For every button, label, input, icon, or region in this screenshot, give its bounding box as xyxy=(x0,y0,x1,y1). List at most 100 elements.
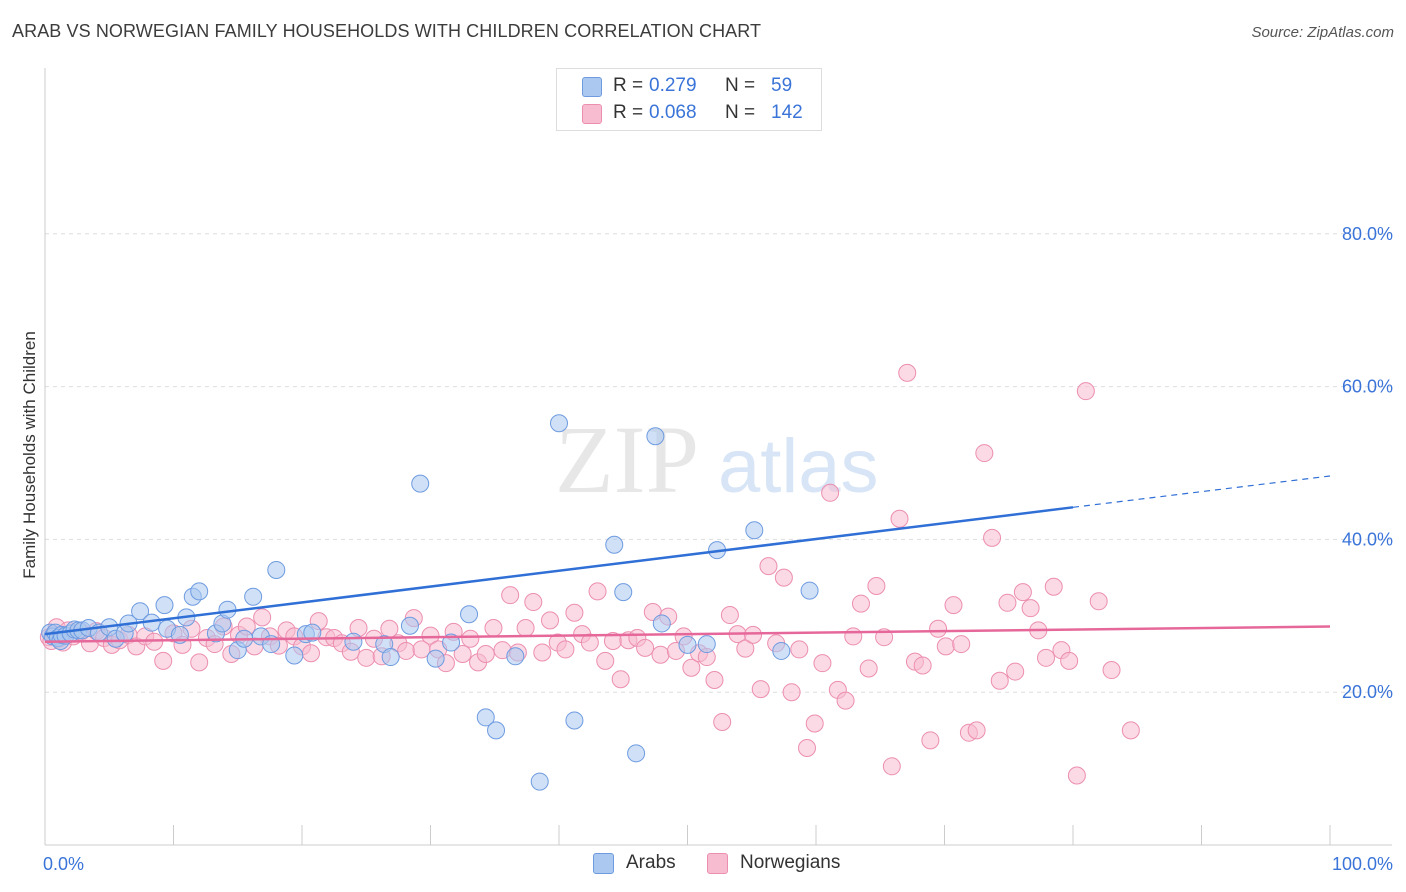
correlation-legend: R = 0.279 N = 59 R = 0.068 N = 142 xyxy=(556,68,822,131)
y-tick-label: 60.0% xyxy=(1342,377,1393,397)
arabs-point xyxy=(800,581,819,600)
watermark-zip: ZIP xyxy=(555,406,699,513)
arabs-point xyxy=(506,647,525,666)
norwegians-point xyxy=(1102,661,1121,680)
r-label: R = xyxy=(613,102,644,123)
norwegians-point xyxy=(1021,599,1040,618)
norwegians-point xyxy=(253,608,272,627)
norwegians-point xyxy=(805,714,824,733)
norwegians-point xyxy=(682,658,701,677)
norwegians-point xyxy=(397,641,416,660)
norwegians-point xyxy=(476,645,495,663)
norwegians-point xyxy=(190,653,209,672)
norwegians-point xyxy=(1067,766,1086,785)
norwegians-point xyxy=(484,619,503,638)
norwegians-point xyxy=(720,606,739,625)
norwegians-point xyxy=(651,645,670,664)
norwegians-point xyxy=(713,712,732,731)
gridlines xyxy=(45,233,1392,693)
norwegians-point xyxy=(580,633,599,652)
arabs-point xyxy=(303,623,322,642)
norwegians-point xyxy=(736,639,755,658)
norwegians-point xyxy=(836,691,855,710)
arabs-point xyxy=(652,614,671,633)
norwegians-point xyxy=(744,625,763,644)
norwegians-point xyxy=(611,670,630,689)
arabs-point xyxy=(565,711,584,730)
norwegians-point xyxy=(936,637,955,656)
y-tick-label: 80.0% xyxy=(1342,224,1393,244)
arabs-point xyxy=(411,474,430,493)
x-tick-label: 100.0% xyxy=(1332,854,1393,874)
norwegians-legend-swatch xyxy=(707,853,728,874)
arabs-point xyxy=(131,602,150,621)
arabs-point xyxy=(476,708,495,727)
arabs-point xyxy=(400,616,419,635)
norwegians-point xyxy=(301,644,320,663)
norwegians-trend-line xyxy=(44,625,1331,644)
norwegians-point xyxy=(380,619,399,638)
n-label: N = xyxy=(725,75,756,96)
norwegians-point xyxy=(882,757,901,776)
norwegians-point xyxy=(636,638,655,657)
y-tick-label: 40.0% xyxy=(1342,529,1393,549)
axes xyxy=(44,68,1392,846)
norwegians-point xyxy=(844,627,863,646)
n-value: 142 xyxy=(771,102,803,123)
norwegians-point xyxy=(533,643,552,662)
norwegians-point xyxy=(790,640,809,659)
norwegians-point xyxy=(867,577,886,596)
x-tick-label: 0.0% xyxy=(43,854,84,874)
norwegians-point xyxy=(501,586,520,605)
norwegians-point xyxy=(1060,651,1079,670)
arabs-point xyxy=(627,744,646,763)
arabs-point xyxy=(697,635,716,654)
norwegians-point xyxy=(774,568,793,587)
arabs-point xyxy=(614,583,633,602)
norwegians-point xyxy=(1089,592,1108,611)
norwegians-point xyxy=(759,557,778,576)
arabs-legend-label: Arabs xyxy=(626,852,676,873)
norwegians-point xyxy=(516,619,535,638)
norwegians-point xyxy=(461,629,480,648)
norwegians-point xyxy=(913,656,932,675)
arabs-point xyxy=(426,649,445,668)
norwegians-point xyxy=(952,635,971,654)
arabs-trend-line xyxy=(44,506,1074,636)
arabs-trend-extension xyxy=(1072,475,1331,508)
n-label: N = xyxy=(725,102,756,123)
norwegians-point xyxy=(1013,583,1032,602)
y-tick-labels: 20.0% 40.0% 60.0% 80.0% xyxy=(1342,224,1393,702)
r-value: 0.068 xyxy=(649,102,697,123)
norwegians-legend-label: Norwegians xyxy=(740,852,841,873)
y-axis-label: Family Households with Children xyxy=(20,331,39,579)
arabs-point xyxy=(550,414,568,433)
norwegians-point xyxy=(565,603,584,622)
arabs-point xyxy=(530,772,549,791)
norwegians-point xyxy=(967,721,986,740)
source-label: Source: ZipAtlas.com xyxy=(1251,24,1394,41)
r-value: 0.279 xyxy=(649,75,697,96)
norwegians-point xyxy=(798,738,817,757)
arabs-point xyxy=(487,721,506,740)
arabs-point xyxy=(344,632,363,651)
norwegians-point xyxy=(1044,577,1063,596)
norwegians-point xyxy=(859,659,878,678)
arabs-point xyxy=(678,635,697,654)
arabs-point xyxy=(460,605,479,624)
chart-title: ARAB VS NORWEGIAN FAMILY HOUSEHOLDS WITH… xyxy=(12,21,762,41)
arabs-point xyxy=(745,521,764,540)
norwegians-point xyxy=(890,509,909,528)
arabs-point xyxy=(244,587,263,606)
norwegians-point xyxy=(596,651,615,670)
norwegians-swatch xyxy=(582,104,602,124)
r-label: R = xyxy=(613,75,644,96)
arabs-point xyxy=(772,641,791,660)
norwegians-point xyxy=(944,596,963,615)
arabs-point xyxy=(605,535,624,554)
arabs-point xyxy=(155,596,174,615)
norwegians-point xyxy=(421,626,440,645)
norwegians-point xyxy=(524,593,543,612)
norwegians-point xyxy=(154,651,173,670)
